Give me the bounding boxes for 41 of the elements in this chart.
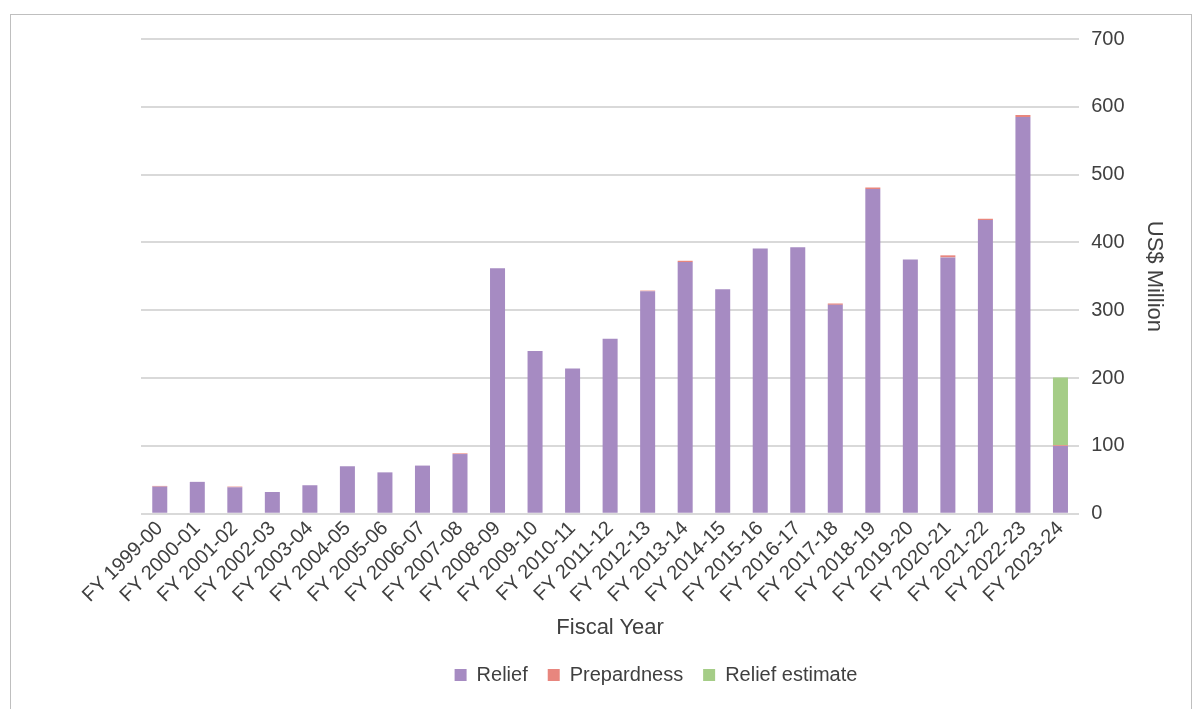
legend-label: Relief (476, 662, 529, 685)
bar (339, 466, 355, 513)
bar (902, 259, 918, 513)
bar (189, 481, 205, 513)
y-tick-label: 600 (1091, 94, 1125, 117)
y-tick-label: 700 (1091, 26, 1125, 49)
bar (452, 454, 468, 513)
bar (790, 247, 806, 513)
bar (865, 188, 881, 513)
bar (640, 291, 656, 513)
bar (527, 350, 543, 513)
y-axis-title: US$ Million (1142, 220, 1168, 332)
bar (227, 487, 243, 513)
bar (490, 268, 506, 513)
legend-label: Relief estimate (725, 662, 858, 685)
y-tick-label: 0 (1091, 501, 1103, 524)
bar (752, 248, 768, 513)
y-tick-label: 200 (1091, 365, 1125, 388)
bar (377, 472, 393, 513)
bar (302, 485, 318, 513)
bar (414, 465, 430, 513)
bar (940, 255, 956, 258)
bar (677, 262, 693, 513)
bar (565, 368, 581, 513)
bar (977, 220, 993, 513)
bar (827, 304, 843, 513)
y-tick-label: 500 (1091, 162, 1125, 185)
bar (602, 338, 618, 513)
bar (940, 257, 956, 513)
bar (152, 486, 168, 513)
bar (264, 492, 280, 513)
x-axis-title: Fiscal Year (556, 613, 664, 639)
bar (1052, 377, 1068, 446)
bar (1015, 116, 1031, 513)
bar (715, 289, 731, 513)
legend-label: Prepardness (569, 662, 684, 685)
y-tick-label: 300 (1091, 297, 1125, 320)
bar (1052, 445, 1068, 513)
bar (1015, 114, 1031, 117)
y-tick-label: 400 (1091, 229, 1125, 252)
y-tick-label: 100 (1091, 433, 1125, 456)
